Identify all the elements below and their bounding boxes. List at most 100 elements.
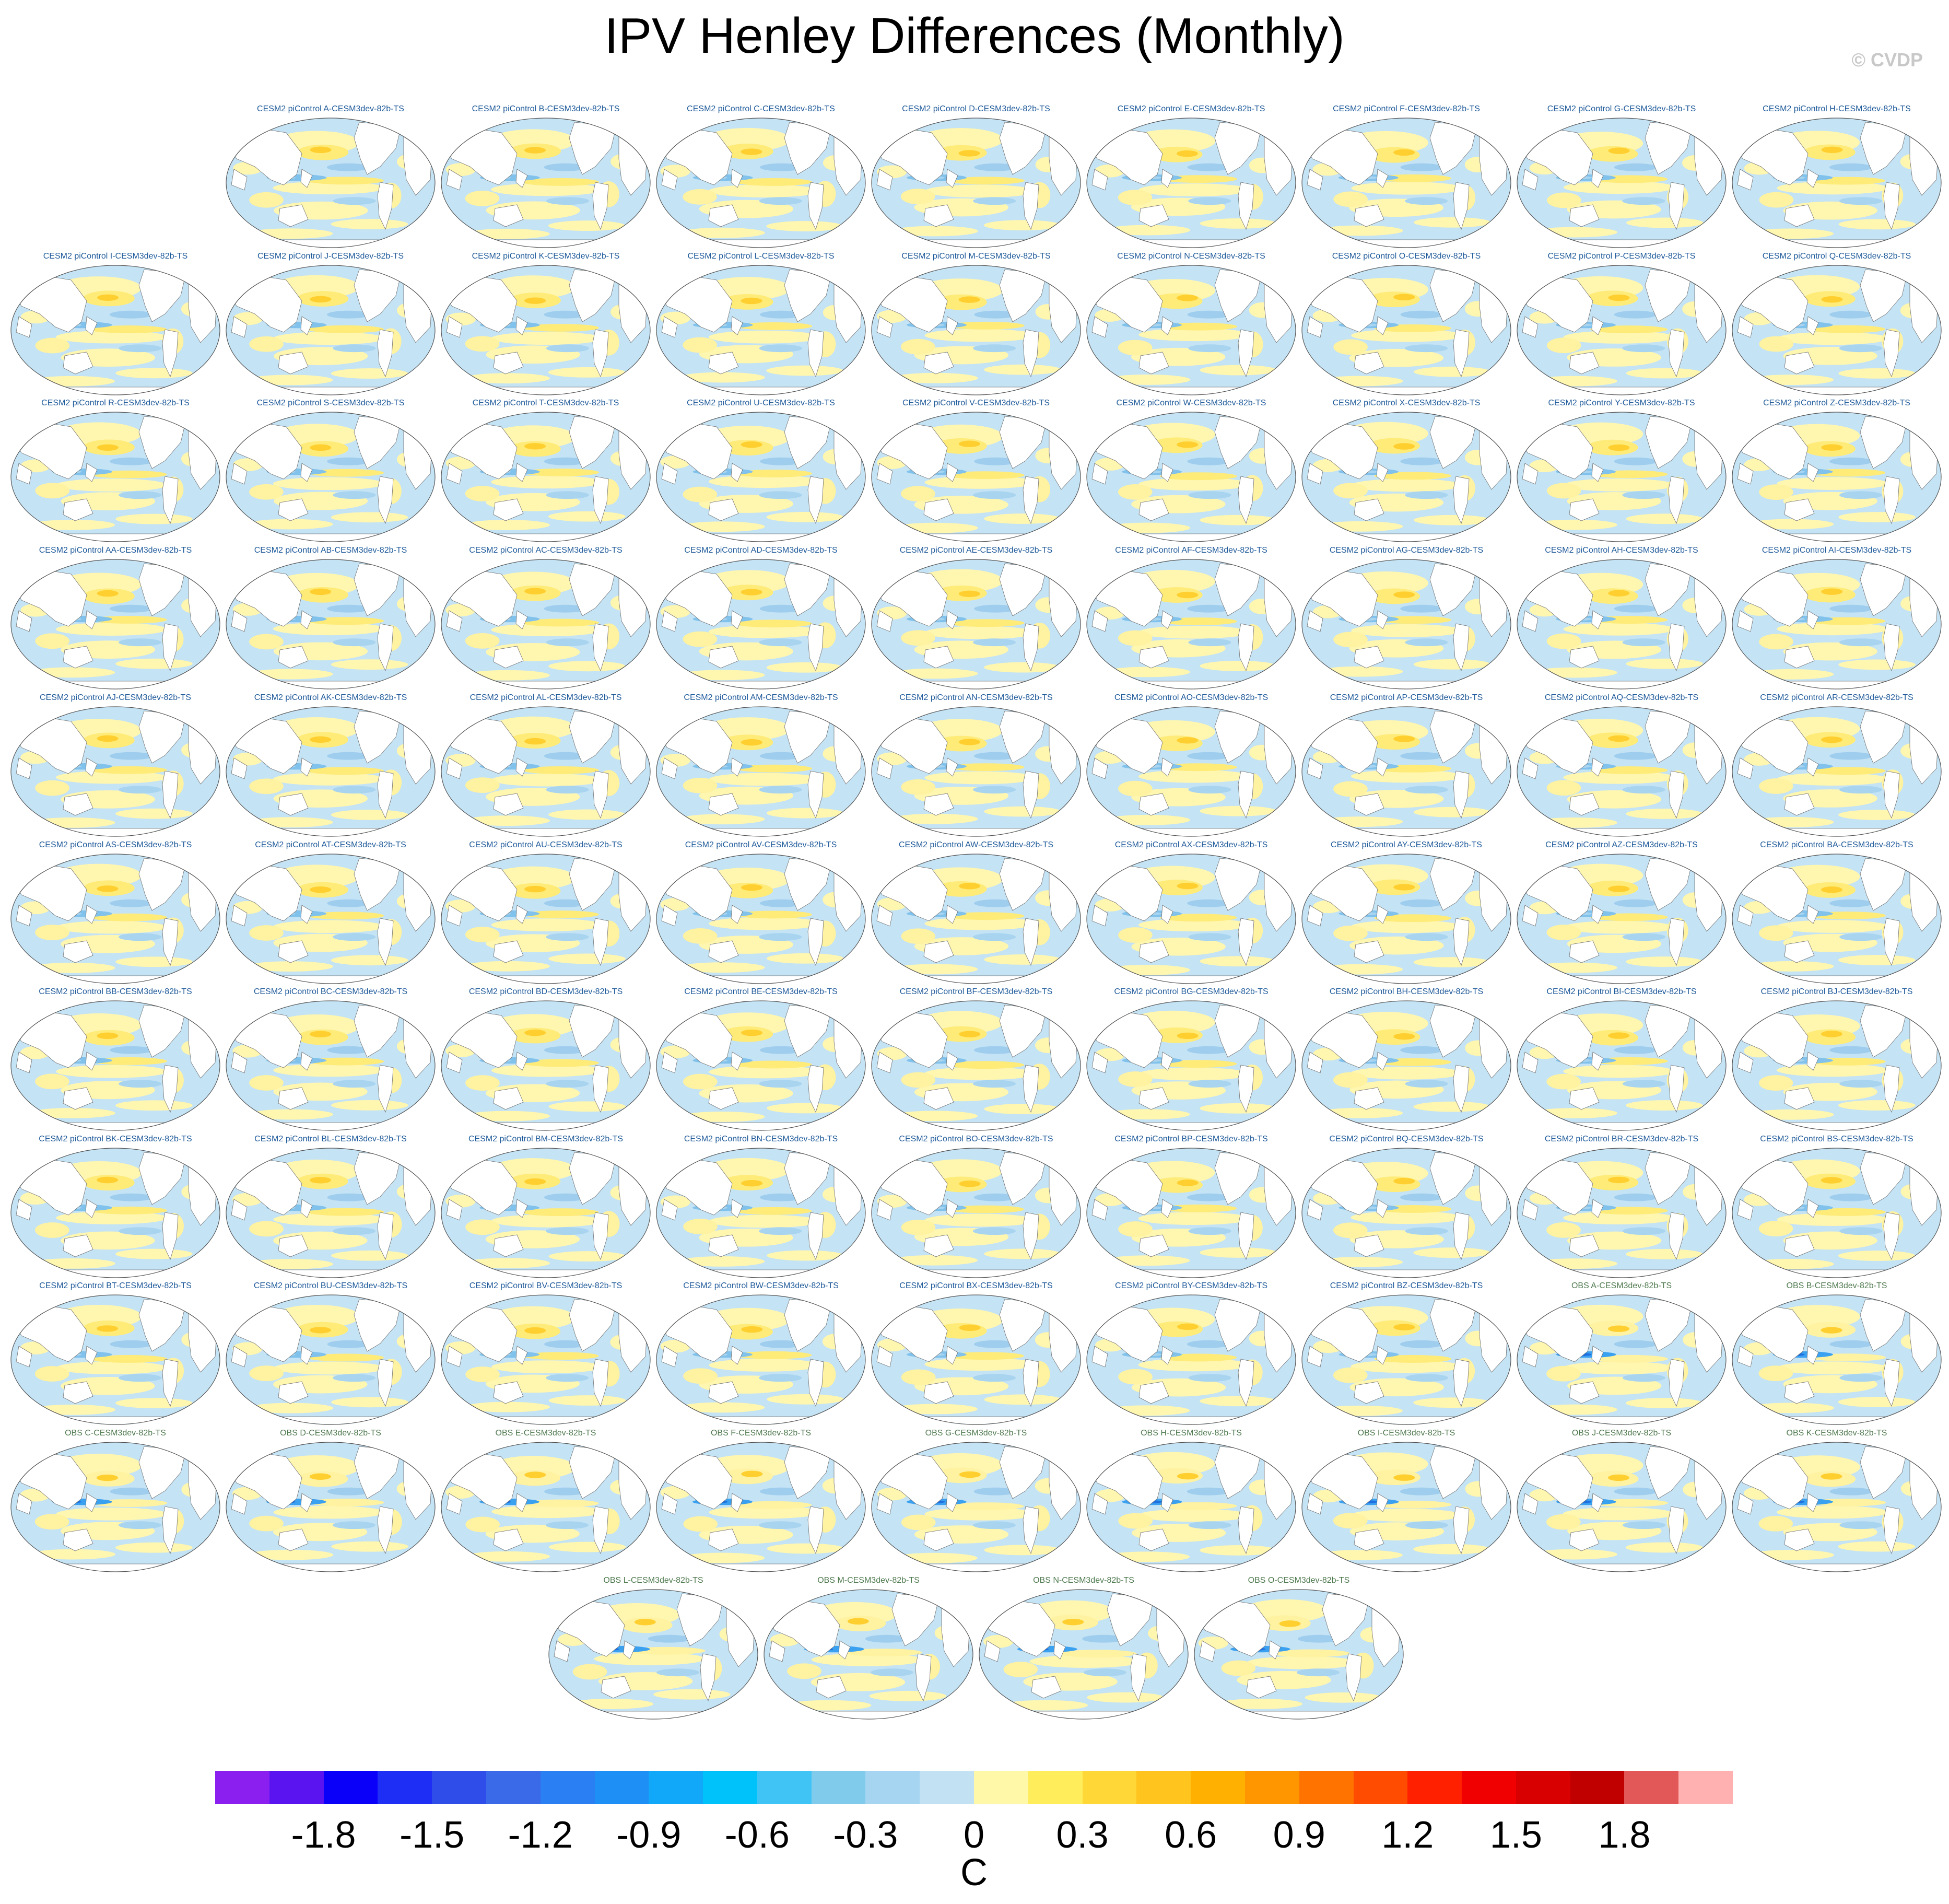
map-plot (1732, 559, 1942, 690)
land-mass (1161, 1052, 1173, 1071)
land-mass (377, 623, 394, 672)
map-panel: CESM2 piControl Q-CESM3dev-82b-TS (1730, 252, 1944, 398)
warm-anomaly (548, 511, 626, 522)
map-plot (1732, 1148, 1942, 1278)
colorbar-swatch (540, 1771, 595, 1804)
warm-anomaly (310, 886, 332, 893)
warm-anomaly (683, 189, 717, 205)
map-plot (10, 559, 220, 690)
colorbar-tick-label: 1.8 (1598, 1814, 1651, 1856)
land-mass (656, 533, 865, 542)
warm-anomaly (1531, 817, 1617, 828)
map-plot (1517, 706, 1727, 837)
cool-anomaly (1188, 344, 1231, 353)
warm-anomaly (1200, 956, 1277, 967)
cool-anomaly (1839, 1080, 1883, 1088)
warm-anomaly (709, 773, 820, 786)
land-mass (441, 681, 650, 689)
warm-anomaly (1608, 1325, 1630, 1332)
colorbar-swatch (1353, 1771, 1408, 1804)
warm-anomaly (524, 443, 546, 450)
map-panel: CESM2 piControl BV-CESM3dev-82b-TS (439, 1281, 653, 1428)
warm-anomaly (1062, 1618, 1084, 1626)
cool-anomaly (1614, 1340, 1657, 1348)
map-plot (1732, 706, 1942, 837)
map-plot (1517, 1148, 1727, 1278)
cool-anomaly (1187, 457, 1230, 465)
panel-title: CESM2 piControl BJ-CESM3dev-82b-TS (1760, 987, 1913, 996)
land-mass (1354, 793, 1384, 816)
warm-anomaly (1531, 1404, 1617, 1415)
land-mass (162, 329, 179, 378)
land-mass (554, 1640, 570, 1662)
cool-anomaly (1405, 491, 1448, 499)
land-mass (16, 1199, 32, 1221)
land-mass (807, 329, 824, 378)
land-mass (1302, 1122, 1511, 1130)
land-mass (923, 1234, 954, 1257)
land-mass (1354, 204, 1384, 227)
map-plot (441, 1000, 651, 1131)
map-plot (1732, 118, 1942, 248)
warm-anomaly (959, 1471, 981, 1478)
cool-anomaly (1839, 197, 1882, 205)
panel-title: CESM2 piControl BH-CESM3dev-82b-TS (1329, 987, 1484, 996)
land-mass (278, 1234, 309, 1257)
land-mass (377, 1212, 394, 1260)
warm-anomaly (1608, 147, 1630, 154)
cool-anomaly (1614, 752, 1657, 760)
warm-anomaly (1333, 1367, 1368, 1383)
warm-anomaly (1351, 181, 1463, 195)
land-mass (1087, 239, 1296, 248)
colorbar-swatch (1244, 1771, 1299, 1804)
cool-anomaly (973, 1487, 1017, 1496)
cool-anomaly (546, 1374, 589, 1382)
warm-anomaly (331, 1250, 408, 1261)
land-mass (1517, 1416, 1726, 1424)
panel-title: CESM2 piControl BG-CESM3dev-82b-TS (1114, 987, 1269, 996)
warm-anomaly (1748, 1109, 1834, 1120)
colorbar-swatch (1516, 1771, 1570, 1804)
warm-anomaly (29, 817, 115, 828)
land-mass (876, 1493, 893, 1515)
land-mass (876, 1052, 893, 1073)
land-mass (1023, 476, 1039, 524)
warm-anomaly (766, 365, 843, 376)
land-mass (493, 646, 524, 669)
cool-anomaly (974, 310, 1017, 319)
warm-anomaly (97, 1325, 119, 1332)
map-border (1732, 854, 1942, 984)
land-mass (1161, 1493, 1173, 1512)
map-panel: CESM2 piControl AI-CESM3dev-82b-TS (1730, 546, 1944, 692)
land-mass (700, 1653, 717, 1702)
land-mass (1883, 770, 1900, 819)
land-mass (1806, 905, 1819, 924)
cool-anomaly (1187, 752, 1230, 760)
land-mass (1732, 1122, 1941, 1130)
warm-anomaly (653, 1689, 731, 1700)
warm-anomaly (1393, 1033, 1415, 1040)
warm-anomaly (1777, 1505, 1888, 1519)
land-mass (807, 476, 824, 524)
warm-anomaly (958, 296, 980, 303)
land-mass (1668, 1359, 1685, 1407)
warm-anomaly (984, 1394, 1062, 1405)
warm-anomaly (524, 1178, 546, 1185)
cool-anomaly (333, 491, 376, 499)
land-mass (85, 1346, 98, 1365)
land-mass (300, 1052, 313, 1071)
map-border (441, 1000, 651, 1131)
cool-anomaly (759, 163, 803, 171)
land-mass (1302, 1563, 1511, 1572)
land-mass (1883, 918, 1900, 966)
land-mass (807, 770, 824, 819)
warm-anomaly (947, 912, 1025, 920)
cool-anomaly (1614, 1046, 1657, 1054)
cool-anomaly (1188, 638, 1231, 647)
cool-anomaly (1188, 1227, 1231, 1235)
warm-anomaly (1777, 1361, 1888, 1375)
land-mass (63, 940, 93, 963)
warm-anomaly (249, 192, 284, 208)
warm-anomaly (307, 767, 384, 775)
land-mass (1883, 329, 1900, 378)
